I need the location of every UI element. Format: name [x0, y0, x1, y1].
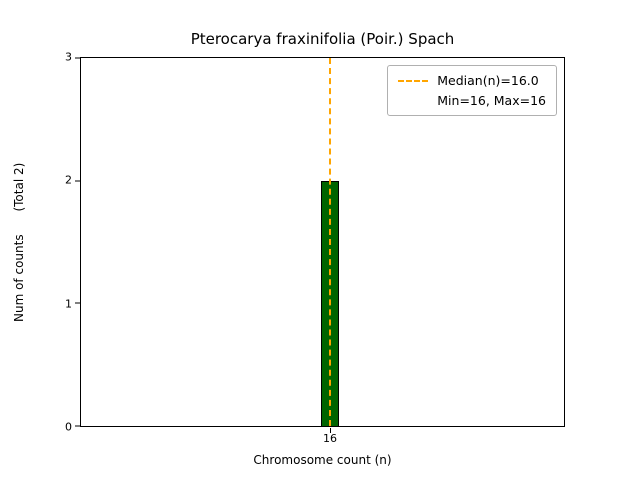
y-tick-mark	[75, 57, 80, 59]
median-line	[328, 58, 331, 426]
legend-spacer	[398, 100, 428, 102]
y-tick-label: 0	[65, 420, 72, 434]
legend-minmax-label: Min=16, Max=16	[437, 93, 546, 108]
x-tick-label: 16	[323, 432, 337, 445]
y-tick-label: 2	[65, 173, 72, 187]
legend-median-label: Median(n)=16.0	[437, 73, 539, 88]
median-dashed-line-icon	[398, 79, 429, 82]
plot-area: Median(n)=16.0 Min=16, Max=16	[75, 57, 565, 433]
x-tick-mark	[329, 428, 331, 433]
legend-row-median: Median(n)=16.0	[398, 73, 546, 88]
y-tick-label: 1	[65, 297, 72, 311]
y-tick-labels: 0 1 2 3	[0, 51, 72, 434]
y-tick-mark	[75, 302, 80, 304]
y-tick-label: 3	[65, 50, 72, 64]
legend: Median(n)=16.0 Min=16, Max=16	[387, 65, 557, 116]
y-tick-mark	[75, 180, 80, 182]
legend-row-minmax: Min=16, Max=16	[398, 93, 546, 108]
chart-title: Pterocarya fraxinifolia (Poir.) Spach	[190, 30, 455, 48]
x-axis-label: Chromosome count (n)	[253, 453, 392, 467]
y-tick-mark	[75, 425, 80, 427]
